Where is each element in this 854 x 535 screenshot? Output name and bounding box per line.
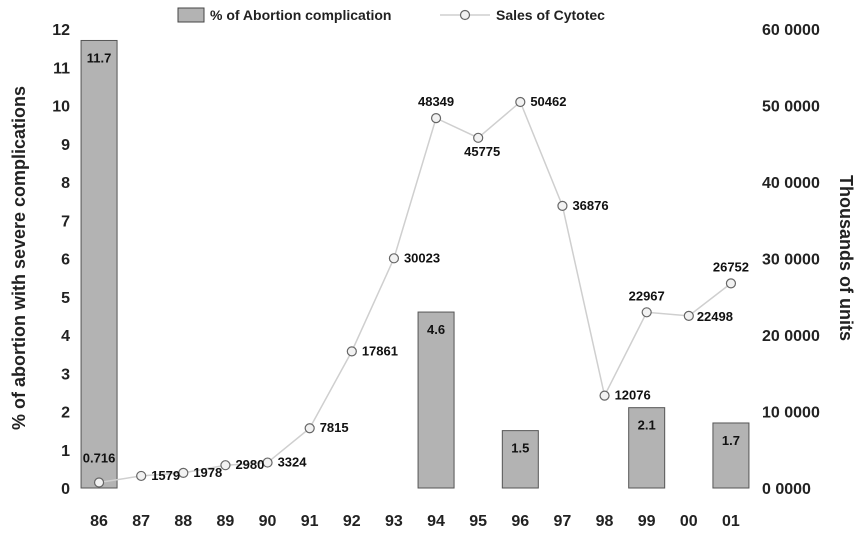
point-label-00: 22498 (697, 309, 733, 324)
right-tick-label: 40 0000 (762, 175, 820, 192)
x-tick-label: 00 (680, 513, 698, 530)
right-axis-ticks: 0 0000 10 0000 20 0000 30 0000 40 0000 50 000… (762, 22, 820, 498)
x-tick-label: 01 (722, 513, 740, 530)
point-94 (430, 113, 442, 124)
point-87 (136, 470, 147, 482)
point-96 (515, 96, 526, 108)
right-tick-label: 20 0000 (762, 328, 820, 345)
bar-label-86: 11.7 (87, 50, 112, 65)
point-label-99: 22967 (629, 288, 665, 303)
line-series: 0.716 1579 1978 2980 3324 7815 17861 30023 48349… (83, 94, 749, 488)
x-tick-label: 91 (301, 513, 319, 530)
point-92 (346, 346, 357, 357)
point-95 (473, 132, 484, 143)
bar-96 (501, 430, 539, 489)
point-89 (220, 460, 231, 471)
point-86 (93, 477, 105, 488)
left-tick-label: 12 (52, 22, 70, 39)
point-00 (683, 310, 694, 321)
point-label-94: 48349 (418, 94, 454, 109)
right-tick-label: 60 0000 (762, 22, 820, 39)
right-tick-label: 50 0000 (762, 99, 820, 116)
legend-line-marker (459, 9, 471, 21)
x-tick-label: 95 (469, 513, 487, 530)
bar-86 (80, 39, 118, 489)
axis-titles: % of abortion with severe complications T… (9, 86, 854, 430)
y2-axis-title: Thousands of units (836, 175, 854, 341)
x-tick-label: 88 (174, 513, 192, 530)
left-tick-label: 6 (61, 252, 70, 269)
point-label-86: 0.716 (83, 451, 116, 466)
point-label-91: 7815 (320, 420, 349, 435)
point-93 (388, 253, 400, 264)
point-label-90: 3324 (278, 455, 308, 470)
x-tick-label: 93 (385, 513, 403, 530)
x-tick-label: 94 (427, 513, 445, 530)
point-label-93: 30023 (404, 250, 440, 265)
x-tick-label: 87 (132, 513, 150, 530)
point-88 (178, 467, 189, 478)
x-tick-label: 99 (638, 513, 656, 530)
left-tick-label: 7 (61, 213, 70, 230)
point-label-92: 17861 (362, 343, 398, 358)
bar-series: 11.7 4.6 1.5 2.1 1.7 (80, 39, 750, 489)
bar-label-96: 1.5 (511, 441, 529, 456)
point-01 (725, 278, 737, 289)
left-tick-label: 8 (61, 175, 70, 192)
point-98 (599, 390, 610, 401)
x-tick-label: 96 (511, 513, 529, 530)
bar-label-99: 2.1 (638, 418, 656, 433)
x-tick-label: 90 (259, 513, 277, 530)
x-tick-label: 97 (554, 513, 572, 530)
x-axis-ticks: 86 87 88 89 90 91 92 93 94 95 96 97 98 99 00 01 (90, 513, 740, 530)
point-99 (641, 307, 652, 318)
y-axis-title: % of abortion with severe complications (9, 86, 29, 430)
point-label-98: 12076 (615, 388, 651, 403)
bar-99 (628, 407, 666, 489)
point-91 (304, 423, 315, 434)
left-tick-label: 2 (61, 405, 70, 422)
bar-label-01: 1.7 (722, 433, 740, 448)
right-tick-label: 10 0000 (762, 405, 820, 422)
right-tick-label: 0 0000 (762, 481, 811, 498)
line-sales-of-cytotec (98, 100, 732, 484)
x-tick-label: 89 (217, 513, 235, 530)
legend-bar-label: % of Abortion complication (210, 7, 391, 23)
point-label-95: 45775 (464, 144, 500, 159)
bar-94 (417, 311, 455, 489)
left-tick-label: 11 (53, 60, 70, 77)
point-label-88: 1978 (193, 465, 222, 480)
left-tick-label: 0 (61, 481, 70, 498)
bar-label-94: 4.6 (427, 322, 445, 337)
left-tick-label: 10 (52, 99, 70, 116)
point-label-97: 36876 (572, 198, 608, 213)
point-label-96: 50462 (530, 94, 566, 109)
x-tick-label: 92 (343, 513, 361, 530)
point-label-89: 2980 (235, 457, 264, 472)
x-tick-label: 98 (596, 513, 614, 530)
left-tick-label: 4 (61, 328, 70, 345)
legend-bar-swatch (177, 7, 205, 23)
left-tick-label: 1 (61, 443, 70, 460)
point-97 (557, 200, 568, 211)
point-label-87: 1579 (151, 468, 180, 483)
legend-line-label: Sales of Cytotec (496, 7, 605, 23)
left-tick-label: 5 (61, 290, 70, 307)
point-label-01: 26752 (713, 259, 749, 274)
legend: % of Abortion complication Sales of Cytot… (177, 7, 605, 23)
point-90 (262, 457, 273, 468)
left-tick-label: 9 (61, 137, 70, 154)
bar-01 (712, 422, 750, 489)
left-tick-label: 3 (61, 366, 70, 383)
right-tick-label: 30 0000 (762, 252, 820, 269)
x-tick-label: 86 (90, 513, 108, 530)
